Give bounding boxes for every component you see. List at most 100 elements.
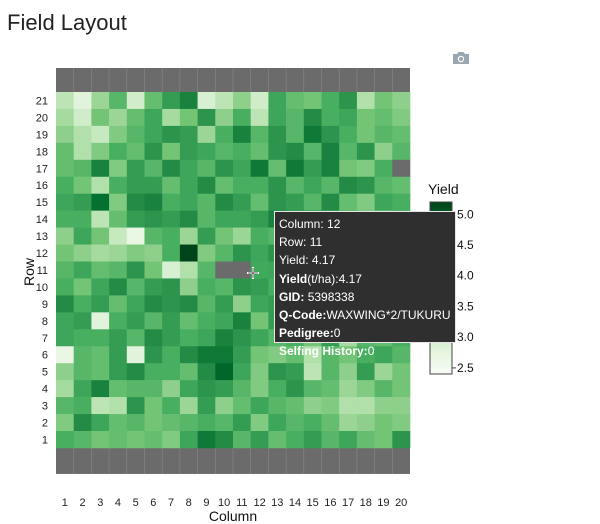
heatmap-cell[interactable] [198, 160, 216, 177]
heatmap-cell[interactable] [56, 160, 74, 177]
heatmap-cell[interactable] [215, 363, 233, 380]
heatmap-cell[interactable] [339, 177, 357, 194]
heatmap-cell[interactable] [251, 92, 269, 109]
heatmap-cell[interactable] [127, 126, 145, 143]
heatmap-cell[interactable] [268, 363, 286, 380]
heatmap-cell[interactable] [286, 109, 304, 126]
heatmap-cell[interactable] [233, 211, 251, 228]
heatmap-cell[interactable] [304, 177, 322, 194]
heatmap-cell[interactable] [233, 380, 251, 397]
heatmap-cell[interactable] [198, 143, 216, 160]
heatmap-cell[interactable] [251, 228, 269, 245]
heatmap-cell[interactable] [233, 397, 251, 414]
heatmap-cell[interactable] [91, 380, 109, 397]
heatmap-cell[interactable] [162, 194, 180, 211]
heatmap-cell[interactable] [357, 397, 375, 414]
heatmap-cell[interactable] [322, 126, 340, 143]
heatmap-cell[interactable] [215, 295, 233, 312]
heatmap-cell[interactable] [145, 245, 163, 262]
heatmap-cell[interactable] [127, 194, 145, 211]
heatmap-cell[interactable] [251, 414, 269, 431]
heatmap-cell[interactable] [233, 228, 251, 245]
heatmap-cell[interactable] [127, 278, 145, 295]
heatmap-cell[interactable] [215, 109, 233, 126]
heatmap-cell[interactable] [162, 160, 180, 177]
heatmap-cell[interactable] [251, 380, 269, 397]
heatmap-cell[interactable] [198, 177, 216, 194]
heatmap-cell[interactable] [109, 329, 127, 346]
heatmap-cell[interactable] [233, 177, 251, 194]
heatmap-cell[interactable] [109, 245, 127, 262]
heatmap-cell[interactable] [215, 245, 233, 262]
heatmap-cell[interactable] [162, 278, 180, 295]
heatmap-cell[interactable] [74, 109, 92, 126]
heatmap-cell[interactable] [322, 397, 340, 414]
heatmap-cell[interactable] [251, 431, 269, 448]
heatmap-cell[interactable] [251, 295, 269, 312]
heatmap-cell[interactable] [215, 346, 233, 363]
heatmap-cell[interactable] [145, 312, 163, 329]
heatmap-cell[interactable] [56, 211, 74, 228]
heatmap-cell[interactable] [56, 228, 74, 245]
heatmap-cell[interactable] [145, 346, 163, 363]
heatmap-cell[interactable] [198, 92, 216, 109]
heatmap-cell[interactable] [375, 160, 393, 177]
heatmap-cell[interactable] [74, 431, 92, 448]
heatmap-cell[interactable] [304, 431, 322, 448]
heatmap-cell[interactable] [56, 363, 74, 380]
heatmap-cell[interactable] [127, 92, 145, 109]
heatmap-cell[interactable] [339, 194, 357, 211]
heatmap-cell[interactable] [286, 414, 304, 431]
heatmap-cell[interactable] [145, 278, 163, 295]
heatmap-cell[interactable] [357, 92, 375, 109]
heatmap-cell[interactable] [109, 363, 127, 380]
heatmap-cell[interactable] [215, 397, 233, 414]
heatmap-cell[interactable] [109, 295, 127, 312]
heatmap-cell[interactable] [74, 160, 92, 177]
heatmap-cell[interactable] [56, 92, 74, 109]
heatmap-cell[interactable] [198, 245, 216, 262]
heatmap-cell[interactable] [286, 363, 304, 380]
heatmap-cell[interactable] [268, 160, 286, 177]
heatmap-cell[interactable] [109, 414, 127, 431]
heatmap-cell[interactable] [127, 143, 145, 160]
heatmap-cell[interactable] [56, 109, 74, 126]
heatmap-cell[interactable] [162, 295, 180, 312]
heatmap-cell[interactable] [145, 397, 163, 414]
heatmap-cell[interactable] [304, 143, 322, 160]
heatmap-cell[interactable] [145, 295, 163, 312]
heatmap-cell[interactable] [198, 262, 216, 279]
heatmap-cell[interactable] [304, 380, 322, 397]
heatmap-cell[interactable] [162, 363, 180, 380]
heatmap-cell[interactable] [56, 397, 74, 414]
heatmap-cell[interactable] [322, 363, 340, 380]
heatmap-cell[interactable] [145, 211, 163, 228]
heatmap-cell[interactable] [56, 262, 74, 279]
heatmap-cell[interactable] [339, 397, 357, 414]
heatmap-cell[interactable] [180, 228, 198, 245]
heatmap-cell[interactable] [74, 363, 92, 380]
heatmap-cell[interactable] [392, 143, 410, 160]
heatmap-cell[interactable] [109, 278, 127, 295]
heatmap-cell[interactable] [339, 126, 357, 143]
heatmap-cell[interactable] [233, 92, 251, 109]
heatmap-cell[interactable] [357, 194, 375, 211]
heatmap-cell[interactable] [304, 414, 322, 431]
heatmap-cell[interactable] [91, 228, 109, 245]
heatmap-cell[interactable] [286, 397, 304, 414]
heatmap-cell[interactable] [109, 312, 127, 329]
heatmap-cell[interactable] [215, 177, 233, 194]
heatmap-cell[interactable] [375, 143, 393, 160]
heatmap-cell[interactable] [392, 194, 410, 211]
heatmap-cell[interactable] [74, 92, 92, 109]
heatmap-cell[interactable] [215, 431, 233, 448]
heatmap-cell[interactable] [56, 143, 74, 160]
heatmap-cell[interactable] [304, 160, 322, 177]
heatmap-cell[interactable] [162, 431, 180, 448]
heatmap-cell[interactable] [127, 109, 145, 126]
heatmap-cell[interactable] [339, 109, 357, 126]
heatmap-cell[interactable] [268, 92, 286, 109]
heatmap-cell[interactable] [127, 160, 145, 177]
heatmap-cell[interactable] [180, 92, 198, 109]
heatmap-cell[interactable] [251, 194, 269, 211]
